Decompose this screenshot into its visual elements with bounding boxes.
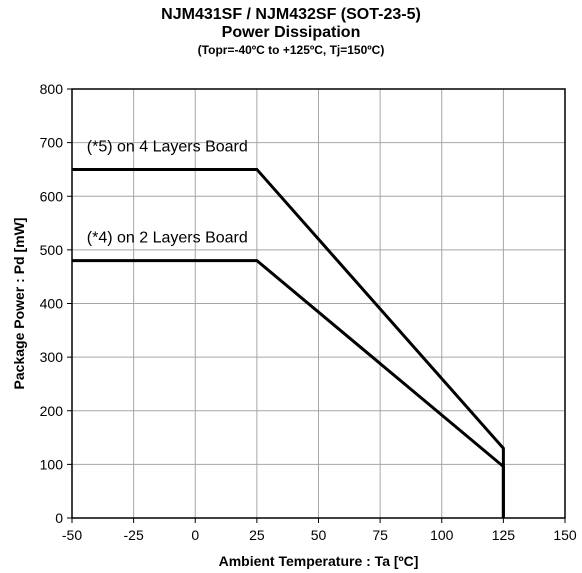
x-tick-label: 150 <box>553 527 577 543</box>
x-tick-label: 75 <box>372 527 388 543</box>
y-axis-label: Package Power : Pd [mW] <box>11 218 27 390</box>
y-tick-label: 700 <box>40 135 64 151</box>
series-label-1: (*5) on 4 Layers Board <box>87 138 248 155</box>
y-tick-label: 800 <box>40 81 64 97</box>
y-tick-label: 500 <box>40 242 64 258</box>
chart-subtitle: Power Dissipation <box>221 24 361 41</box>
tick-labels: -50 -25 0 25 50 75 100 125 150 0 100 200 300 400 500 60… <box>40 81 577 543</box>
series-line-2 <box>72 259 505 518</box>
x-tick-label: 125 <box>492 527 516 543</box>
series-lines <box>72 167 505 518</box>
y-tick-label: 200 <box>40 403 64 419</box>
x-tick-label: 25 <box>249 527 265 543</box>
x-tick-label: 50 <box>311 527 327 543</box>
series-annotations: (*5) on 4 Layers Board (*4) on 2 Layers B… <box>87 138 248 246</box>
series-line-1 <box>72 167 505 518</box>
x-axis-label: Ambient Temperature : Ta [ºC] <box>219 553 419 569</box>
y-tick-label: 0 <box>55 510 63 526</box>
chart-condition: (Topr=-40ºC to +125ºC, Tj=150ºC) <box>197 43 385 57</box>
y-tick-label: 400 <box>40 296 64 312</box>
plot-frame <box>71 88 566 519</box>
x-tick-label: -50 <box>62 527 82 543</box>
chart-title: NJM431SF / NJM432SF (SOT-23-5) <box>161 6 421 23</box>
y-tick-label: 100 <box>40 456 64 472</box>
x-tick-label: 100 <box>430 527 454 543</box>
x-tick-label: -25 <box>124 527 144 543</box>
chart-titles: NJM431SF / NJM432SF (SOT-23-5) Power Dis… <box>0 6 582 58</box>
y-tick-label: 300 <box>40 349 64 365</box>
x-tick-label: 0 <box>191 527 199 543</box>
y-tick-label: 600 <box>40 188 64 204</box>
series-label-2: (*4) on 2 Layers Board <box>87 230 248 247</box>
